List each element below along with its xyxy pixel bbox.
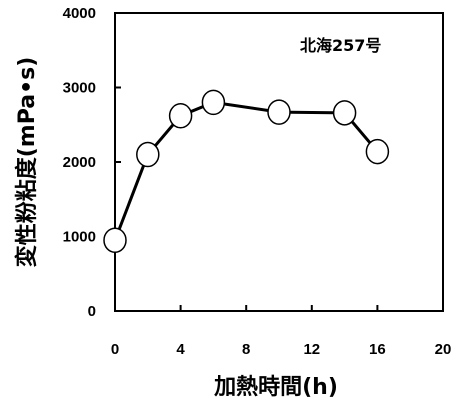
y-tick-label: 3000: [63, 80, 96, 97]
y-axis-title: 変性粉粘度(mPa•s): [14, 57, 40, 268]
x-tick-label: 12: [303, 341, 320, 358]
x-tick-label: 8: [242, 341, 250, 358]
x-tick-label: 4: [176, 341, 185, 358]
x-tick-label: 20: [435, 341, 452, 358]
y-tick-label: 4000: [63, 5, 96, 22]
x-tick-label: 0: [111, 341, 119, 358]
data-point: [103, 227, 127, 253]
series-annotation: 北海257号: [300, 36, 381, 55]
data-point: [332, 100, 357, 126]
x-axis-title: 加熱時間(h): [213, 374, 338, 400]
data-point: [168, 103, 193, 129]
y-tick-label: 2000: [63, 154, 96, 171]
y-tick-label: 1000: [63, 229, 96, 246]
series-layer: [103, 89, 390, 253]
plot-frame: [114, 12, 444, 312]
x-axis-ticks: 0 4 8 12 16 20: [111, 305, 452, 358]
y-axis-ticks: 0 1000 2000 3000 4000: [63, 5, 121, 320]
data-point: [201, 89, 226, 116]
y-tick-label: 0: [88, 303, 96, 320]
data-point: [267, 99, 291, 125]
data-point: [365, 138, 390, 165]
x-tick-label: 16: [369, 341, 386, 358]
data-point: [136, 141, 160, 168]
